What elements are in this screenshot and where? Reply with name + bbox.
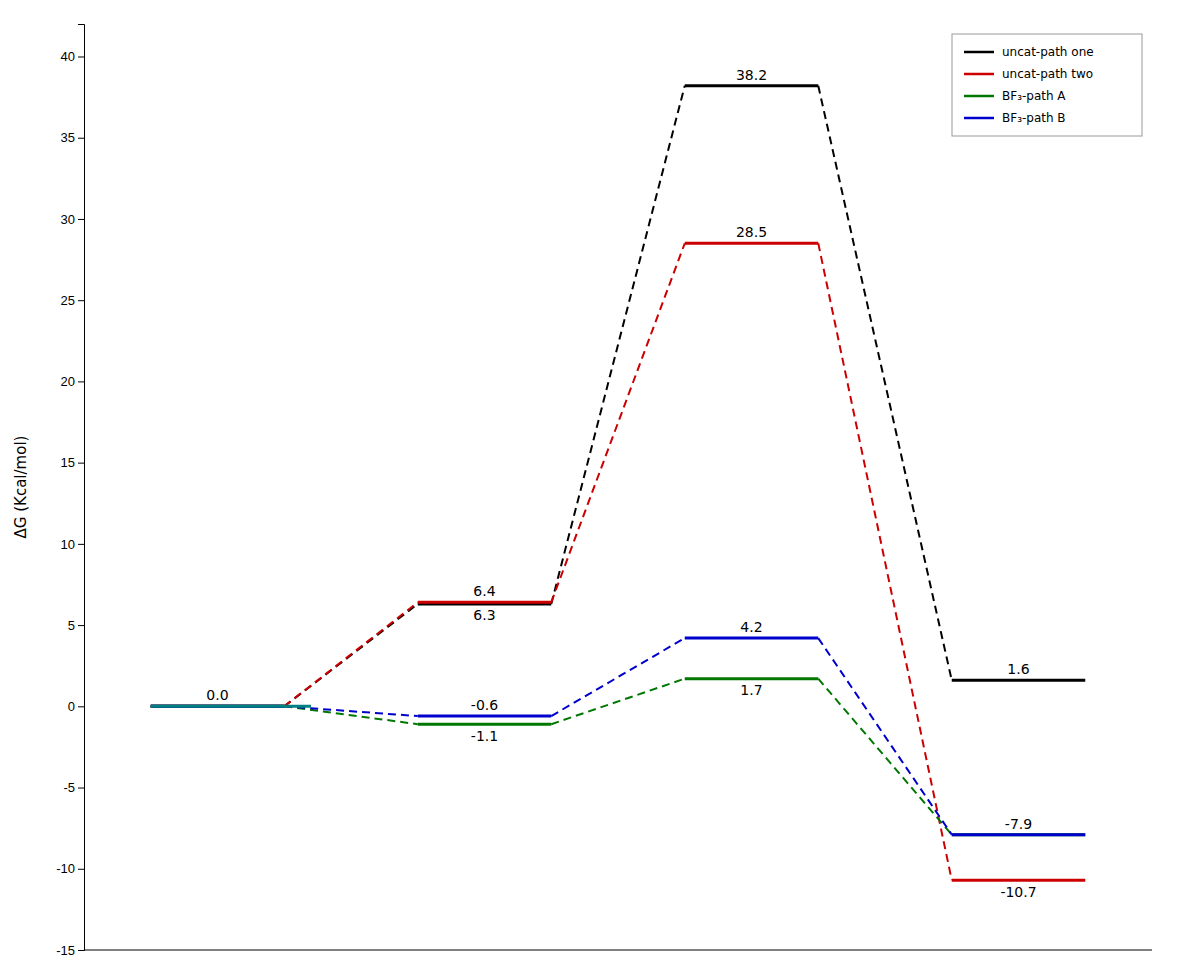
data-label: 1.7 bbox=[740, 682, 762, 698]
connector bbox=[551, 243, 685, 602]
y-tick-label: 25 bbox=[61, 293, 75, 308]
energy-level bbox=[418, 602, 552, 605]
y-tick-line bbox=[78, 300, 84, 301]
data-label: 28.5 bbox=[736, 224, 767, 240]
y-tick-line bbox=[78, 381, 84, 382]
connector bbox=[818, 638, 952, 835]
legend-label: uncat-path two bbox=[1002, 67, 1093, 81]
legend-box bbox=[952, 34, 1142, 136]
data-label: 1.6 bbox=[1007, 661, 1029, 677]
y-tick: 35 bbox=[61, 130, 84, 145]
data-label: 0.0 bbox=[206, 687, 228, 703]
y-tick-line bbox=[78, 138, 84, 139]
data-label: -7.9 bbox=[1005, 816, 1032, 832]
legend-item: BF₃-path B bbox=[964, 111, 1066, 125]
y-tick: -10 bbox=[56, 861, 84, 876]
y-tick: 40 bbox=[61, 49, 84, 64]
y-tick-label: 5 bbox=[68, 618, 75, 633]
energy-level bbox=[418, 723, 552, 726]
energy-level bbox=[685, 84, 819, 87]
y-axis-line bbox=[78, 25, 85, 951]
y-tick-line bbox=[78, 544, 84, 545]
x-axis-line bbox=[84, 950, 1152, 951]
baseline bbox=[151, 705, 311, 708]
y-tick: -5 bbox=[63, 780, 84, 795]
connector bbox=[818, 243, 952, 880]
y-tick-line bbox=[78, 706, 84, 707]
y-tick-line bbox=[78, 869, 84, 870]
y-tick-label: -10 bbox=[56, 861, 75, 876]
energy-level bbox=[952, 679, 1086, 682]
y-tick-label: 10 bbox=[61, 537, 75, 552]
connector bbox=[284, 706, 418, 724]
y-tick-label: 30 bbox=[61, 212, 75, 227]
y-tick: 5 bbox=[68, 618, 84, 633]
y-tick-line bbox=[78, 219, 84, 220]
legend-item: uncat-path one bbox=[964, 45, 1094, 59]
y-tick-line bbox=[78, 463, 84, 464]
y-tick-line bbox=[78, 625, 84, 626]
y-tick: 30 bbox=[61, 212, 84, 227]
energy-level bbox=[418, 715, 552, 718]
y-tick-label: -15 bbox=[56, 943, 75, 958]
energy-level bbox=[685, 637, 819, 640]
data-label: 4.2 bbox=[740, 619, 762, 635]
data-label: -10.7 bbox=[1000, 884, 1036, 900]
y-tick-label: 40 bbox=[61, 49, 75, 64]
y-tick-label: 0 bbox=[68, 699, 75, 714]
y-tick: 15 bbox=[61, 455, 84, 470]
y-tick-line bbox=[78, 950, 84, 951]
energy-level bbox=[685, 677, 819, 680]
data-label: 6.3 bbox=[473, 607, 495, 623]
energy-level bbox=[418, 601, 552, 604]
energy-level bbox=[952, 879, 1086, 882]
legend: uncat-path one uncat-path two BF₃-path A BF… bbox=[952, 34, 1142, 136]
energy-level bbox=[952, 833, 1086, 836]
legend-item: uncat-path two bbox=[964, 67, 1093, 81]
y-tick: 10 bbox=[61, 537, 84, 552]
legend-label: BF₃-path A bbox=[1002, 89, 1066, 103]
data-label: 6.4 bbox=[473, 583, 495, 599]
y-tick-label: -5 bbox=[63, 780, 75, 795]
chart: -15 -10 -5 0 5 10 15 20 25 30 35 40 ΔG (Kcal/mol) 0.0… bbox=[0, 0, 1182, 974]
y-tick: 25 bbox=[61, 293, 84, 308]
marks bbox=[151, 86, 1086, 880]
plot: -15 -10 -5 0 5 10 15 20 25 30 35 40 ΔG (Kcal/mol) 0.0… bbox=[12, 25, 1152, 958]
connector bbox=[551, 86, 685, 604]
connector bbox=[284, 602, 418, 706]
y-tick: -15 bbox=[56, 943, 84, 958]
connector bbox=[818, 679, 952, 835]
y-tick-line bbox=[78, 56, 84, 57]
connector bbox=[818, 86, 952, 681]
y-tick-label: 20 bbox=[61, 374, 75, 389]
data-labels: 0.0 6.3 38.2 1.6 6.4 28.5 -10.7 -1.1 1.7 -7.9 -0.6… bbox=[206, 67, 1036, 900]
y-tick: 0 bbox=[68, 699, 84, 714]
data-label: -0.6 bbox=[471, 697, 498, 713]
y-axis: -15 -10 -5 0 5 10 15 20 25 30 35 40 bbox=[56, 25, 84, 958]
energy-level bbox=[952, 833, 1086, 836]
data-label: 38.2 bbox=[736, 67, 767, 83]
legend-swatch bbox=[964, 51, 994, 54]
y-tick: 20 bbox=[61, 374, 84, 389]
connector bbox=[551, 679, 685, 724]
legend-swatch bbox=[964, 73, 994, 76]
legend-swatch bbox=[964, 95, 994, 98]
y-axis-title: ΔG (Kcal/mol) bbox=[12, 436, 30, 539]
y-tick-line bbox=[78, 788, 84, 789]
legend-label: uncat-path one bbox=[1002, 45, 1094, 59]
connector bbox=[551, 638, 685, 716]
data-label: -1.1 bbox=[471, 728, 498, 744]
y-tick-label: 35 bbox=[61, 130, 75, 145]
legend-item: BF₃-path A bbox=[964, 89, 1066, 103]
legend-label: BF₃-path B bbox=[1002, 111, 1066, 125]
energy-level bbox=[685, 242, 819, 245]
legend-swatch bbox=[964, 117, 994, 120]
y-tick-label: 15 bbox=[61, 455, 75, 470]
